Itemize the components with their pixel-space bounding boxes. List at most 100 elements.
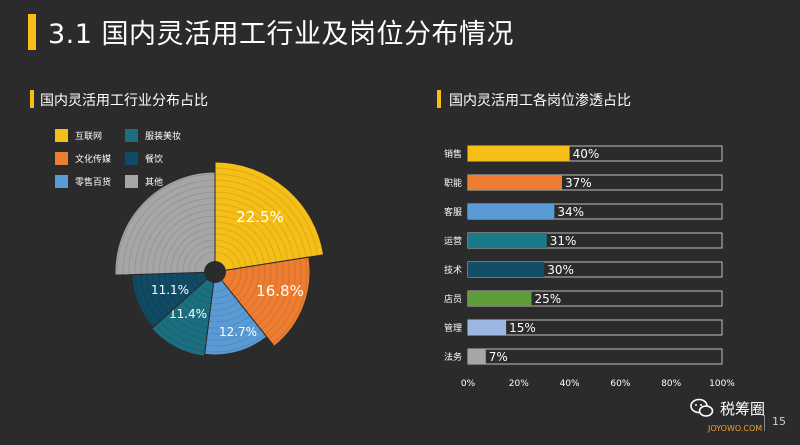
pie-slice-texture [238, 266, 254, 303]
x-tick-label: 0% [461, 379, 476, 389]
pie-slice-texture [207, 315, 251, 329]
pie-slice-texture [182, 239, 216, 274]
logo-text: JOYOWO.COM [708, 424, 763, 433]
legend-swatch [55, 175, 68, 188]
pie-slice-texture [268, 258, 302, 340]
legend-label: 其他 [145, 178, 164, 188]
bar-category-label: 职能 [444, 177, 462, 189]
pie-slice-texture [154, 324, 206, 352]
pie-slice-texture [260, 260, 290, 331]
pie-slice [214, 256, 311, 348]
pie-slice-texture [170, 273, 183, 302]
pie-slice-texture [209, 306, 243, 317]
pie-slice-texture [208, 310, 247, 323]
pie-slice-texture [214, 179, 307, 258]
pie-slice-texture [227, 268, 236, 288]
pie-slice-texture [214, 191, 295, 260]
x-tick-label: 40% [560, 379, 580, 389]
pie-slice [114, 171, 216, 276]
pie-slice-texture [214, 239, 248, 268]
left-section-accent-bar [30, 90, 34, 108]
pie-value-label: 12.7% [219, 325, 257, 339]
pie-slice-texture [210, 296, 236, 305]
pie-slice-texture [134, 191, 216, 275]
pie-slice-texture [158, 215, 216, 274]
pie-slice-texture [159, 320, 206, 346]
pie-slice-texture [230, 267, 242, 293]
bar [468, 233, 547, 248]
bar-value-label: 31% [550, 234, 577, 248]
bar-value-label: 40% [573, 147, 600, 161]
pie-center-hole [204, 261, 226, 283]
pie-slice-texture [146, 203, 216, 275]
pie-slice-texture [211, 291, 232, 299]
pie-slice-texture [116, 173, 216, 276]
pie-slice-texture [214, 197, 289, 261]
bar [468, 320, 507, 335]
pie-slice-texture [234, 266, 248, 298]
pie-slice-texture [164, 221, 216, 274]
bar-value-label: 15% [509, 321, 536, 335]
pie-slice-texture [214, 209, 277, 263]
pie-slice-texture [152, 273, 170, 314]
pie-slice-texture [164, 273, 179, 306]
pie-slice-texture [214, 221, 265, 265]
bar [468, 262, 545, 277]
pie-slice-texture [214, 203, 283, 262]
pie-slice-texture [182, 272, 192, 294]
pie-slice-texture [214, 173, 313, 257]
footer-divider [764, 415, 765, 431]
x-tick-label: 80% [661, 379, 681, 389]
pie-slice-texture [168, 312, 208, 334]
pie-slice-texture [194, 251, 216, 273]
pie-slice-texture [190, 292, 212, 305]
bar-value-label: 34% [557, 205, 584, 219]
legend-swatch [55, 152, 68, 165]
pie-slice-texture [249, 263, 272, 317]
pie-slice-texture [214, 227, 259, 266]
pie-slice-texture [214, 233, 253, 267]
pie-slice-texture [128, 185, 216, 275]
pie-slice-texture [214, 185, 301, 259]
pie-value-label: 11.4% [169, 307, 207, 321]
pie-slice-texture [242, 265, 260, 307]
pie-slice-texture [186, 296, 211, 311]
pie-slice-texture [140, 274, 161, 322]
legend-label: 互联网 [75, 132, 103, 142]
pie-slice-texture [256, 261, 284, 326]
pie-slice-texture [134, 274, 156, 326]
pie-slice [150, 270, 216, 357]
pie-slice-texture [146, 274, 165, 318]
pie-slice-texture [122, 179, 216, 275]
title-accent-bar [28, 14, 36, 50]
pie-slice-texture [195, 288, 212, 299]
page-title: 3.1 国内灵活用工行业及岗位分布情况 [48, 19, 515, 50]
pie-slice-texture [176, 273, 188, 298]
bar-category-label: 技术 [444, 264, 462, 276]
pie-slice [204, 270, 268, 356]
legend-swatch [55, 129, 68, 142]
pie-slice-texture [188, 245, 216, 273]
bar-value-label: 25% [535, 292, 562, 306]
legend-swatch [125, 129, 138, 142]
pie-slice-texture [212, 287, 228, 293]
bar [468, 146, 570, 161]
pie-slice-texture [170, 227, 216, 274]
bar-value-label: 7% [489, 350, 508, 364]
bar [468, 175, 562, 190]
legend-label: 餐饮 [145, 155, 164, 165]
pie-slice-texture [206, 324, 258, 341]
bar-category-label: 运营 [444, 235, 462, 247]
right-section-title: 国内灵活用工各岗位渗透占比 [449, 93, 631, 109]
pie-slice-texture [188, 272, 196, 290]
x-tick-label: 20% [509, 379, 529, 389]
bar-category-label: 销售 [444, 148, 462, 160]
bar-value-label: 30% [547, 263, 574, 277]
pie-value-label: 22.5% [236, 208, 284, 226]
bar-category-label: 客服 [444, 206, 462, 218]
bar [468, 204, 555, 219]
bar [468, 291, 532, 306]
pie-slice-texture [205, 329, 262, 347]
pie-slice-texture [214, 215, 271, 264]
page-number: 15 [772, 415, 786, 428]
